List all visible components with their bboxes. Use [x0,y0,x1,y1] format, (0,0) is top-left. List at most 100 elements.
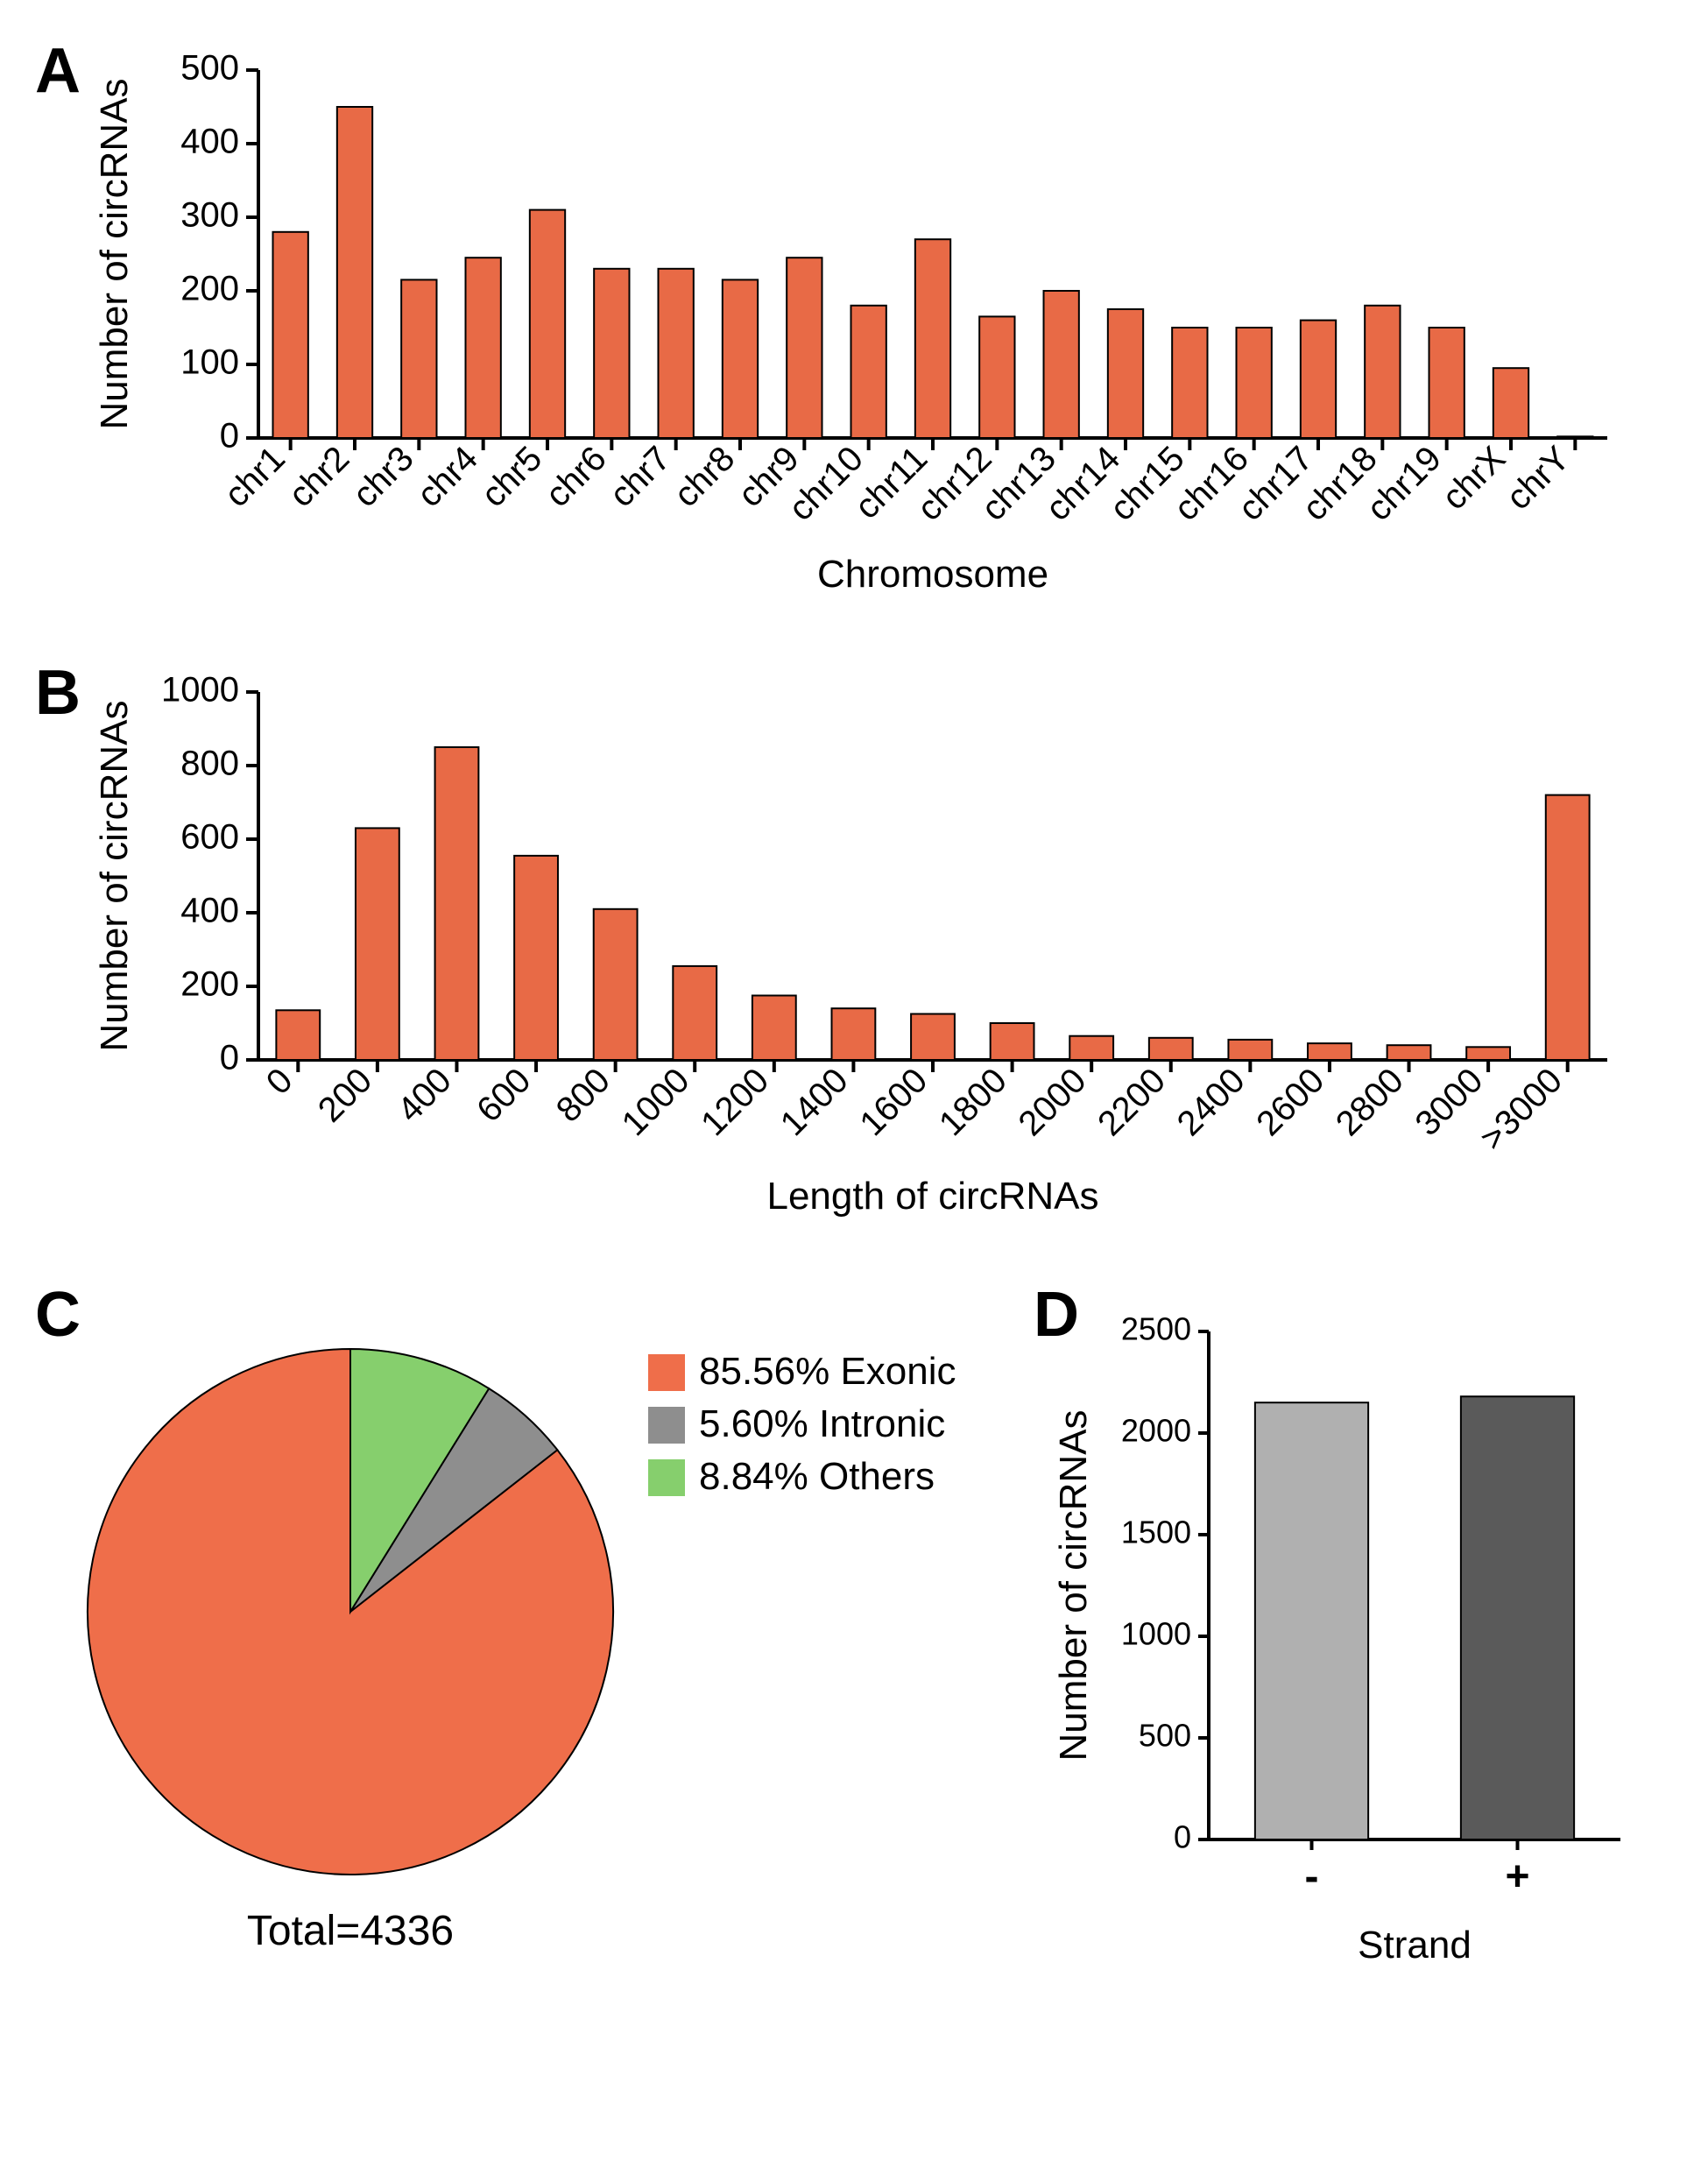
svg-text:2500: 2500 [1121,1311,1191,1347]
bar [1108,309,1143,438]
bar [530,210,565,438]
svg-text:chr6: chr6 [539,439,614,514]
bar [466,258,501,438]
bar [1557,436,1592,438]
svg-text:0: 0 [220,1039,239,1077]
bar [1429,328,1465,438]
bar [787,258,822,438]
bar [1255,1402,1368,1840]
svg-text:600: 600 [180,818,239,857]
svg-text:1600: 1600 [852,1061,935,1143]
bar [1228,1040,1272,1060]
chart-a-svg: 0100200300400500Number of circRNAschr1ch… [66,35,1642,604]
svg-text:Number of circRNAs: Number of circRNAs [93,79,136,430]
panel-b-label: B [35,657,81,729]
bar [401,279,436,438]
svg-text:chrY: chrY [1499,439,1577,517]
svg-text:800: 800 [549,1061,618,1129]
bar [1044,291,1079,438]
bar [1308,1043,1352,1060]
svg-text:chr12: chr12 [910,439,999,528]
svg-text:2000: 2000 [1121,1413,1191,1449]
panel-b-chart: 02004006008001000Number of circRNAs02004… [35,657,1673,1226]
svg-text:+: + [1505,1854,1529,1900]
bar [1387,1045,1431,1060]
bar [659,269,694,438]
bar [979,316,1014,438]
svg-text:1500: 1500 [1121,1515,1191,1550]
svg-text:0: 0 [220,417,239,455]
svg-text:chr17: chr17 [1231,439,1320,528]
svg-text:-: - [1305,1854,1319,1900]
panel-d: D 0 500 1000 1500 2000 2500 Number of circRNAs… [1034,1279,1673,1980]
chart-c-svg: 85.56% Exonic5.60% Intronic8.84% OthersT… [35,1279,999,1980]
svg-text:0: 0 [1174,1819,1191,1855]
svg-text:chr4: chr4 [410,439,485,514]
panel-d-label: D [1034,1279,1079,1351]
legend-label: 8.84% Others [699,1455,935,1498]
svg-text:chr10: chr10 [781,439,871,528]
svg-text:400: 400 [391,1061,459,1129]
bar [337,107,372,438]
bar [832,1008,876,1060]
bar [514,856,558,1060]
svg-text:chr2: chr2 [281,439,356,514]
svg-text:500: 500 [1139,1718,1191,1754]
svg-text:2800: 2800 [1329,1061,1411,1143]
svg-text:1800: 1800 [932,1061,1014,1143]
svg-text:300: 300 [180,196,239,235]
bar [1149,1038,1193,1060]
svg-text:chr3: chr3 [346,439,421,514]
svg-text:Strand: Strand [1358,1924,1472,1967]
bar [752,996,796,1061]
legend-label: 85.56% Exonic [699,1350,956,1393]
bar [1301,321,1336,438]
svg-text:Number of circRNAs: Number of circRNAs [1052,1410,1095,1762]
bar [276,1010,320,1060]
bar [991,1023,1034,1060]
legend-swatch [648,1354,685,1391]
bar [911,1014,955,1061]
svg-text:chrX: chrX [1435,439,1513,517]
svg-text:>3000: >3000 [1473,1061,1570,1158]
bar [1466,1047,1510,1060]
svg-text:chr5: chr5 [474,439,549,514]
panel-a: A 0100200300400500Number of circRNAschr1… [35,35,1673,604]
svg-text:100: 100 [180,343,239,382]
svg-text:2600: 2600 [1249,1061,1331,1143]
bar [435,747,479,1060]
svg-text:200: 200 [311,1061,379,1129]
bar [1493,368,1528,438]
svg-text:1400: 1400 [773,1061,856,1143]
svg-text:Length of circRNAs: Length of circRNAs [766,1175,1098,1218]
chart-b-svg: 02004006008001000Number of circRNAs02004… [66,657,1642,1226]
bar [594,909,638,1060]
legend-swatch [648,1407,685,1444]
bar [723,279,758,438]
panel-b: B 02004006008001000Number of circRNAs020… [35,657,1673,1226]
svg-text:2000: 2000 [1012,1061,1094,1143]
bar [851,306,886,438]
svg-text:1000: 1000 [1121,1616,1191,1652]
figure: A 0 100 200 300 400 500 Number of circRNAs chr1… [35,35,1673,1980]
svg-text:chr18: chr18 [1295,439,1385,528]
panel-a-label: A [35,35,81,107]
svg-text:800: 800 [180,745,239,783]
bar [1237,328,1272,438]
legend-label: 5.60% Intronic [699,1402,945,1445]
bar [1546,795,1590,1060]
panel-c: C 85.56% Exonic5.60% Intronic8.84% Other… [35,1279,999,1980]
bottom-row: C 85.56% Exonic5.60% Intronic8.84% Other… [35,1279,1673,1980]
svg-text:400: 400 [180,123,239,161]
bar [594,269,629,438]
svg-text:chr8: chr8 [667,439,742,514]
svg-text:2400: 2400 [1170,1061,1253,1143]
svg-text:chr16: chr16 [1167,439,1256,528]
bar [273,232,308,438]
svg-text:chr14: chr14 [1038,439,1127,528]
svg-text:200: 200 [180,270,239,308]
svg-text:chr7: chr7 [603,439,678,514]
svg-text:Chromosome: Chromosome [817,553,1048,596]
chart-d-svg: 0 500 1000 1500 2000 2500 Number of circRNAs - +… [1034,1279,1647,1980]
svg-text:0: 0 [259,1061,300,1102]
